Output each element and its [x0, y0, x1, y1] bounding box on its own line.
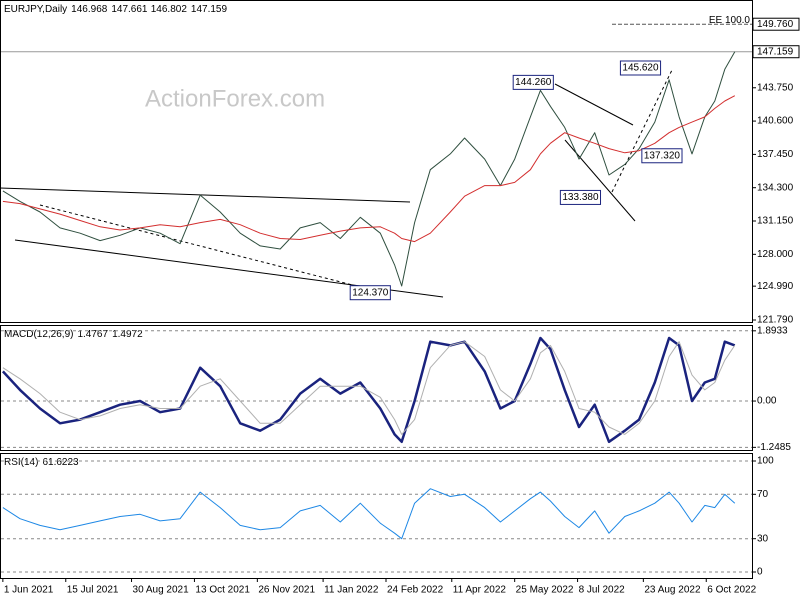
signal-value: 1.4972	[112, 329, 143, 340]
y-tick-label: 0	[757, 567, 763, 578]
macd-title: MACD(12,26,9)	[4, 329, 73, 340]
annotation-box	[641, 148, 683, 164]
rsi-value: 61.6223	[42, 457, 79, 468]
x-tick-label: 11 Apr 2022	[453, 585, 507, 596]
y-tick-label: 137.450	[757, 149, 794, 160]
annotation-box	[559, 189, 602, 205]
low: 146.802	[151, 4, 188, 15]
y-tick-label: 121.790	[757, 315, 794, 326]
y-tick-label: 100	[757, 456, 774, 467]
series-line	[2, 488, 736, 540]
series-line	[2, 341, 736, 435]
rsi-panel	[0, 453, 753, 579]
x-tick-label: 1 Jun 2021	[4, 585, 54, 596]
high: 147.661	[111, 4, 148, 15]
level-text: EE 100.0	[709, 15, 751, 26]
x-tick-label: 15 Jul 2021	[67, 585, 119, 596]
x-tick-label: 24 Feb 2022	[387, 585, 444, 596]
level-box	[752, 45, 800, 59]
macd-value: 1.4767	[77, 329, 108, 340]
x-tick-label: 23 Aug 2022	[644, 585, 701, 596]
level-label: 147.159	[757, 46, 794, 57]
symbol: EURJPY,Daily	[4, 4, 67, 15]
trend-line	[554, 83, 634, 126]
macd-panel	[0, 325, 753, 451]
annotation-label: 144.260	[515, 77, 552, 88]
annotation-label: 137.320	[644, 150, 681, 161]
x-tick-label: 13 Oct 2021	[195, 585, 250, 596]
annotation-label: 133.380	[562, 192, 599, 203]
macd-header: MACD(12,26,9) 1.4767 1.4972	[4, 329, 143, 340]
annotation-box	[349, 285, 391, 301]
watermark: ActionForex.com	[145, 85, 325, 112]
x-tick-label: 26 Nov 2021	[258, 585, 315, 596]
x-tick-label: 25 May 2022	[516, 585, 574, 596]
price-header: EURJPY,Daily 146.968 147.661 146.802 147.159	[4, 4, 227, 15]
y-tick-label: 140.600	[757, 116, 794, 127]
y-tick-label: -1.2485	[757, 442, 791, 453]
x-tick-label: 6 Oct 2022	[707, 585, 756, 596]
y-tick-label: 128.000	[757, 249, 794, 260]
y-tick-label: 134.300	[757, 182, 794, 193]
open: 146.968	[71, 4, 108, 15]
annotation-box	[619, 60, 662, 76]
rsi-title: RSI(14)	[4, 457, 38, 468]
close: 147.159	[191, 4, 228, 15]
y-tick-label: 143.750	[757, 82, 794, 93]
trend-line	[0, 187, 411, 203]
x-tick-label: 8 Jul 2022	[579, 585, 626, 596]
annotation-label: 145.620	[622, 63, 659, 74]
y-tick-label: 0.00	[757, 396, 777, 407]
annotation-box	[512, 74, 554, 90]
price-panel	[0, 0, 753, 323]
rsi-header: RSI(14) 61.6223	[4, 457, 79, 468]
annotation-label: 124.370	[352, 287, 389, 298]
y-tick-label: 131.150	[757, 216, 794, 227]
y-tick-label: 30	[757, 533, 769, 544]
trend-line	[611, 69, 673, 193]
y-tick-label: 124.990	[757, 281, 794, 292]
x-tick-label: 11 Jan 2022	[324, 585, 379, 596]
x-tick-label: 30 Aug 2021	[133, 585, 190, 596]
y-tick-label: 70	[757, 489, 769, 500]
series-line	[2, 95, 736, 243]
level-label: 149.760	[757, 19, 794, 30]
series-line	[2, 51, 736, 287]
level-box	[752, 17, 800, 31]
y-tick-label: 1.8933	[757, 325, 788, 336]
